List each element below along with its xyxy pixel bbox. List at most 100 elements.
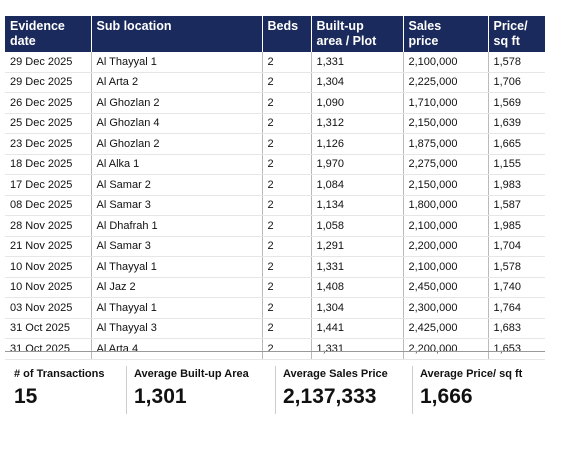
summary-item: Average Sales Price 2,137,333 bbox=[283, 368, 388, 409]
table-row: 03 Nov 2025 Al Thayyal 1 2 1,304 2,300,000 1,… bbox=[5, 297, 545, 319]
table-cell: 1,126 bbox=[310, 133, 403, 155]
table-cell: 2,425,000 bbox=[402, 318, 488, 339]
table-cell: 1,304 bbox=[310, 72, 403, 93]
header-cell: Sales price bbox=[402, 16, 488, 52]
table-cell: 1,331 bbox=[310, 338, 403, 360]
summary-divider bbox=[126, 366, 127, 414]
table-cell: 1,441 bbox=[310, 318, 403, 339]
table-cell: 1,983 bbox=[487, 174, 545, 196]
header-text: Price/ bbox=[493, 19, 528, 33]
table-cell: 1,653 bbox=[487, 338, 545, 360]
table-cell: 31 Oct 2025 bbox=[5, 338, 91, 360]
table-cell: 2 bbox=[261, 154, 311, 175]
table-cell: 1,985 bbox=[487, 215, 545, 237]
table-cell: Al Thayyal 1 bbox=[90, 297, 262, 319]
summary-item: Average Built-up Area 1,301 bbox=[134, 368, 249, 409]
header-text: area / Plot bbox=[316, 34, 377, 48]
table-cell: 2,100,000 bbox=[402, 256, 488, 278]
header-text: date bbox=[10, 34, 36, 48]
table-cell: 1,710,000 bbox=[402, 92, 488, 114]
header-text: price bbox=[408, 34, 439, 48]
table-cell: 10 Nov 2025 bbox=[5, 277, 91, 298]
table-cell: 1,764 bbox=[487, 297, 545, 319]
table-cell: 2 bbox=[261, 215, 311, 237]
separator bbox=[5, 351, 545, 352]
table-cell: Al Samar 2 bbox=[90, 174, 262, 196]
table-cell: Al Ghozlan 2 bbox=[90, 92, 262, 114]
table-cell: 2,150,000 bbox=[402, 174, 488, 196]
table-cell: 1,312 bbox=[310, 113, 403, 134]
table-cell: 29 Dec 2025 bbox=[5, 52, 91, 73]
table-cell: 2 bbox=[261, 92, 311, 114]
table-cell: 2 bbox=[261, 72, 311, 93]
table-row: 31 Oct 2025 Al Arta 4 2 1,331 2,200,000 1,653 bbox=[5, 338, 545, 360]
table-cell: 18 Dec 2025 bbox=[5, 154, 91, 175]
summary-label: Average Sales Price bbox=[283, 368, 388, 380]
table-cell: Al Thayyal 3 bbox=[90, 318, 262, 339]
table-row: 10 Nov 2025 Al Thayyal 1 2 1,331 2,100,000 1,… bbox=[5, 256, 545, 278]
table-body: 29 Dec 2025 Al Thayyal 1 2 1,331 2,100,000 1,… bbox=[5, 52, 545, 360]
table-cell: 1,587 bbox=[487, 195, 545, 216]
header-text: Built-up bbox=[316, 19, 364, 33]
table-cell: 1,875,000 bbox=[402, 133, 488, 155]
table-cell: 1,683 bbox=[487, 318, 545, 339]
table-cell: 2 bbox=[261, 174, 311, 196]
table-cell: 2,150,000 bbox=[402, 113, 488, 134]
table-cell: 2,225,000 bbox=[402, 72, 488, 93]
table-cell: 1,058 bbox=[310, 215, 403, 237]
summary-label: Average Built-up Area bbox=[134, 368, 249, 380]
table-cell: 2 bbox=[261, 133, 311, 155]
table-cell: 1,134 bbox=[310, 195, 403, 216]
header-cell: Sub location bbox=[90, 16, 262, 52]
table-cell: Al Arta 4 bbox=[90, 338, 262, 360]
table-cell: Al Thayyal 1 bbox=[90, 52, 262, 73]
table-cell: 2 bbox=[261, 256, 311, 278]
summary-divider bbox=[412, 366, 413, 414]
header-cell: Price/sq ft bbox=[487, 16, 545, 52]
table-cell: 25 Dec 2025 bbox=[5, 113, 91, 134]
summary-value: 1,301 bbox=[134, 385, 187, 408]
table-cell: 1,291 bbox=[310, 236, 403, 257]
table-cell: 21 Nov 2025 bbox=[5, 236, 91, 257]
table-cell: 2,275,000 bbox=[402, 154, 488, 175]
table-row: 26 Dec 2025 Al Ghozlan 2 2 1,090 1,710,000 1,… bbox=[5, 92, 545, 114]
table-cell: 1,090 bbox=[310, 92, 403, 114]
table-cell: 10 Nov 2025 bbox=[5, 256, 91, 278]
table-cell: 1,704 bbox=[487, 236, 545, 257]
table-cell: 26 Dec 2025 bbox=[5, 92, 91, 114]
table-row: 08 Dec 2025 Al Samar 3 2 1,134 1,800,000 1,58… bbox=[5, 195, 545, 216]
table-cell: 03 Nov 2025 bbox=[5, 297, 91, 319]
table-cell: Al Ghozlan 4 bbox=[90, 113, 262, 134]
table-row: 23 Dec 2025 Al Ghozlan 2 2 1,126 1,875,000 1,… bbox=[5, 133, 545, 155]
table-row: 31 Oct 2025 Al Thayyal 3 2 1,441 2,425,000 1,… bbox=[5, 318, 545, 339]
table-cell: Al Arta 2 bbox=[90, 72, 262, 93]
table-cell: 1,706 bbox=[487, 72, 545, 93]
summary-item: # of Transactions 15 bbox=[14, 368, 104, 409]
header-text: Beds bbox=[267, 19, 299, 33]
table-cell: 2,200,000 bbox=[402, 338, 488, 360]
table-cell: Al Samar 3 bbox=[90, 236, 262, 257]
table-cell: 2 bbox=[261, 236, 311, 257]
summary-label: # of Transactions bbox=[14, 368, 105, 380]
summary-divider bbox=[275, 366, 276, 414]
header-text: sq ft bbox=[493, 34, 520, 48]
table-cell: 2,300,000 bbox=[402, 297, 488, 319]
header-cell: Evidence date bbox=[5, 16, 91, 52]
header-row: Evidence date Sub location Beds Built-up area… bbox=[5, 16, 545, 52]
table-row: 28 Nov 2025 Al Dhafrah 1 2 1,058 2,100,000 1,… bbox=[5, 215, 545, 237]
summary-label: Average Price/ sq ft bbox=[420, 368, 523, 380]
table-cell: 2 bbox=[261, 318, 311, 339]
table-cell: 28 Nov 2025 bbox=[5, 215, 91, 237]
summary-value: 1,666 bbox=[420, 385, 473, 408]
table-cell: 1,800,000 bbox=[402, 195, 488, 216]
table-cell: 2 bbox=[261, 297, 311, 319]
table-cell: 2 bbox=[261, 338, 311, 360]
table-row: 10 Nov 2025 Al Jaz 2 2 1,408 2,450,000 1,740 bbox=[5, 277, 545, 298]
table-cell: 2 bbox=[261, 277, 311, 298]
table-cell: Al Ghozlan 2 bbox=[90, 133, 262, 155]
table-cell: 2,450,000 bbox=[402, 277, 488, 298]
header-cell: Beds bbox=[261, 16, 311, 52]
table-cell: 1,740 bbox=[487, 277, 545, 298]
table-cell: 1,665 bbox=[487, 133, 545, 155]
